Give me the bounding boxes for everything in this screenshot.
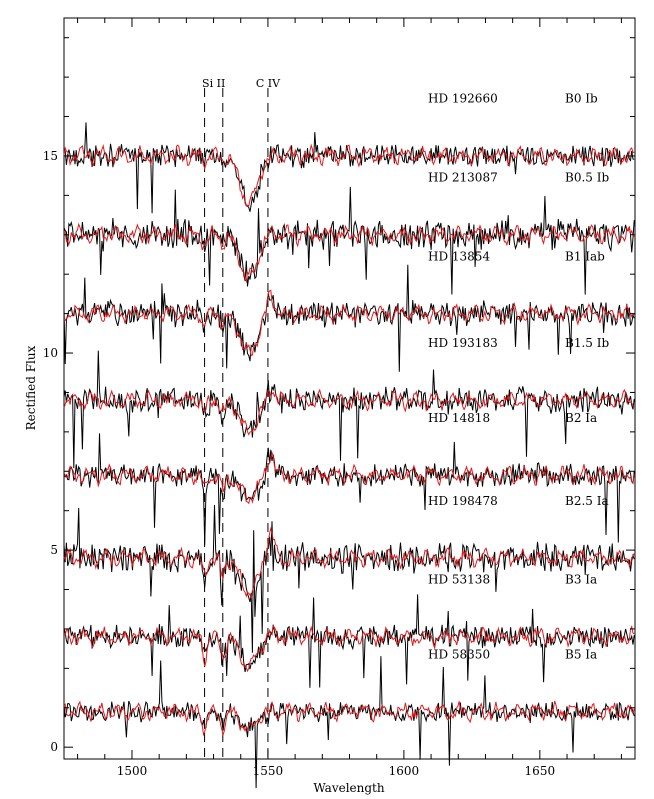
spectral-type-label: B0.5 Ib: [565, 171, 609, 185]
spectral-type-label: B1 Iab: [565, 249, 605, 263]
model-spectrum-line: [63, 143, 635, 207]
x-tick-label: 1600: [389, 764, 420, 778]
spectral-type-label: B2 Ia: [565, 411, 597, 425]
star-name-label: HD 58350: [428, 647, 490, 661]
y-tick-label: 5: [50, 543, 58, 557]
model-spectrum-line: [63, 388, 635, 436]
spectral-type-label: B1.5 Ib: [565, 336, 609, 350]
line-marker-layer: Si II C IV: [202, 77, 281, 759]
observed-spectrum-line: [63, 504, 635, 653]
plot-frame: [63, 17, 636, 760]
x-tick-label: 1550: [253, 764, 284, 778]
model-spectrum-line: [63, 222, 635, 284]
star-name-label: HD 13854: [428, 249, 490, 263]
model-spectrum-line: [63, 526, 635, 599]
y-tick-label: 10: [43, 346, 58, 360]
x-axis-title: Wavelength: [313, 781, 384, 795]
label-layer: HD 192660 B0 Ib HD 213087 B0.5 Ib HD 13854 B1…: [428, 92, 609, 662]
y-tick-label: 0: [50, 740, 58, 754]
model-spectrum-line: [63, 289, 635, 357]
observed-spectrum-line: [63, 264, 635, 372]
line-marker-label: Si II: [202, 77, 225, 90]
star-name-label: HD 213087: [428, 171, 498, 185]
spectral-type-label: B2.5 Ia: [565, 494, 609, 508]
spectral-type-label: B5 Ia: [565, 647, 597, 661]
observed-spectrum-line: [63, 122, 635, 214]
x-tick-label: 1500: [117, 764, 148, 778]
star-name-label: HD 53138: [428, 573, 490, 587]
observed-spectrum-line: [63, 350, 635, 469]
y-axis-title: Rectified Flux: [24, 345, 38, 430]
observed-spectrum-line: [63, 594, 635, 688]
observed-spectrum-line: [63, 186, 635, 295]
spectra-layer: [63, 122, 635, 789]
model-spectrum-line: [63, 700, 635, 737]
model-spectrum-line: [63, 450, 635, 505]
spectral-type-label: B0 Ib: [565, 92, 598, 106]
star-name-label: HD 14818: [428, 411, 490, 425]
line-marker-label: C IV: [256, 77, 281, 90]
spectral-type-label: B3 Ia: [565, 573, 597, 587]
star-name-label: HD 198478: [428, 494, 498, 508]
model-spectrum-line: [63, 624, 635, 673]
star-name-label: HD 192660: [428, 92, 498, 106]
star-name-label: HD 193183: [428, 336, 498, 350]
x-tick-label: 1650: [525, 764, 556, 778]
y-tick-label: 15: [43, 149, 58, 163]
observed-spectrum-line: [63, 433, 635, 545]
tick-layer: 1500 1550 1600 1650 0 5 10 15: [43, 18, 635, 778]
